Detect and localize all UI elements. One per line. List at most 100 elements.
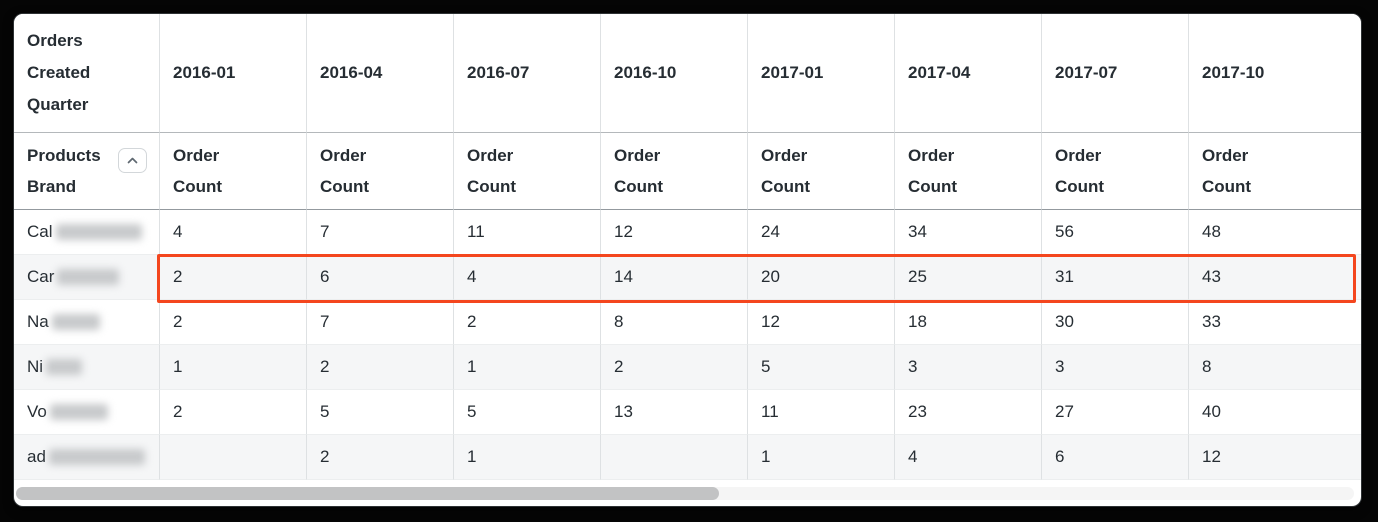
measure-header-label: Order Count bbox=[320, 146, 370, 196]
order-count-value: 11 bbox=[761, 402, 779, 421]
value-cell[interactable]: 12 bbox=[748, 300, 895, 345]
quarter-header-cell[interactable]: 2016-04 bbox=[307, 14, 454, 133]
value-cell[interactable]: 43 bbox=[1189, 255, 1361, 300]
quarter-header-cell[interactable]: 2016-01 bbox=[160, 14, 307, 133]
value-cell[interactable]: 3 bbox=[895, 345, 1042, 390]
value-cell[interactable]: 18 bbox=[895, 300, 1042, 345]
value-cell[interactable]: 3 bbox=[1042, 345, 1189, 390]
value-cell[interactable]: 40 bbox=[1189, 390, 1361, 435]
value-cell[interactable]: 6 bbox=[1042, 435, 1189, 480]
measure-header-cell[interactable]: Order Count bbox=[748, 133, 895, 210]
value-cell[interactable]: 27 bbox=[1042, 390, 1189, 435]
horizontal-scrollbar[interactable] bbox=[16, 487, 1354, 500]
value-cell[interactable]: 2 bbox=[307, 435, 454, 480]
order-count-value: 43 bbox=[1202, 267, 1221, 286]
order-count-value: 40 bbox=[1202, 402, 1221, 421]
brand-cell[interactable]: Cal bbox=[14, 210, 160, 255]
order-count-value: 12 bbox=[761, 312, 780, 331]
products-brand-header-cell[interactable]: Products Brand bbox=[14, 133, 160, 210]
value-cell[interactable]: 1 bbox=[454, 345, 601, 390]
value-cell[interactable]: 5 bbox=[748, 345, 895, 390]
brand-cell[interactable]: Car bbox=[14, 255, 160, 300]
measure-header-cell[interactable]: Order Count bbox=[1189, 133, 1361, 210]
order-count-value: 2 bbox=[320, 357, 330, 376]
brand-name-prefix: Cal bbox=[27, 222, 53, 241]
corner-header-cell[interactable]: Orders Created Quarter bbox=[14, 14, 160, 133]
order-count-value: 1 bbox=[467, 357, 477, 376]
quarter-header-cell[interactable]: 2017-10 bbox=[1189, 14, 1361, 133]
measure-header-label: Order Count bbox=[761, 146, 811, 196]
quarter-header-cell[interactable]: 2016-10 bbox=[601, 14, 748, 133]
quarter-header-cell[interactable]: 2017-07 bbox=[1042, 14, 1189, 133]
value-cell[interactable]: 25 bbox=[895, 255, 1042, 300]
value-cell[interactable] bbox=[601, 435, 748, 480]
value-cell[interactable]: 31 bbox=[1042, 255, 1189, 300]
brand-cell[interactable]: Ni bbox=[14, 345, 160, 390]
value-cell[interactable]: 8 bbox=[601, 300, 748, 345]
measure-header-cell[interactable]: Order Count bbox=[895, 133, 1042, 210]
value-cell[interactable] bbox=[160, 435, 307, 480]
value-cell[interactable]: 8 bbox=[1189, 345, 1361, 390]
value-cell[interactable]: 5 bbox=[307, 390, 454, 435]
redacted-text-blur bbox=[48, 449, 145, 465]
redacted-text-blur bbox=[49, 404, 108, 420]
scrollbar-thumb[interactable] bbox=[16, 487, 719, 500]
quarter-header-cell[interactable]: 2017-01 bbox=[748, 14, 895, 133]
brand-name-prefix: Ni bbox=[27, 357, 44, 376]
value-cell[interactable]: 2 bbox=[160, 390, 307, 435]
value-cell[interactable]: 48 bbox=[1189, 210, 1361, 255]
brand-cell[interactable]: Na bbox=[14, 300, 160, 345]
value-cell[interactable]: 2 bbox=[307, 345, 454, 390]
value-cell[interactable]: 7 bbox=[307, 210, 454, 255]
brand-cell[interactable]: ad bbox=[14, 435, 160, 480]
value-cell[interactable]: 24 bbox=[748, 210, 895, 255]
value-cell[interactable]: 33 bbox=[1189, 300, 1361, 345]
value-cell[interactable]: 5 bbox=[454, 390, 601, 435]
order-count-value: 5 bbox=[761, 357, 771, 376]
collapse-button[interactable] bbox=[118, 148, 147, 173]
corner-header-label: Orders Created Quarter bbox=[27, 31, 91, 114]
value-cell[interactable]: 30 bbox=[1042, 300, 1189, 345]
value-cell[interactable]: 13 bbox=[601, 390, 748, 435]
brand-cell[interactable]: Vo bbox=[14, 390, 160, 435]
order-count-value: 18 bbox=[908, 312, 927, 331]
value-cell[interactable]: 7 bbox=[307, 300, 454, 345]
value-cell[interactable]: 4 bbox=[454, 255, 601, 300]
value-cell[interactable]: 12 bbox=[601, 210, 748, 255]
value-cell[interactable]: 23 bbox=[895, 390, 1042, 435]
value-cell[interactable]: 11 bbox=[748, 390, 895, 435]
measure-header-cell[interactable]: Order Count bbox=[1042, 133, 1189, 210]
order-count-value: 27 bbox=[1055, 402, 1074, 421]
order-count-value: 2 bbox=[173, 312, 183, 331]
order-count-value: 7 bbox=[320, 312, 330, 331]
value-cell[interactable]: 4 bbox=[160, 210, 307, 255]
order-count-value: 7 bbox=[320, 222, 330, 241]
order-count-value: 2 bbox=[320, 447, 330, 466]
brand-name-prefix: Car bbox=[27, 267, 55, 286]
measure-header-cell[interactable]: Order Count bbox=[454, 133, 601, 210]
quarter-header-cell[interactable]: 2016-07 bbox=[454, 14, 601, 133]
value-cell[interactable]: 1 bbox=[160, 345, 307, 390]
value-cell[interactable]: 20 bbox=[748, 255, 895, 300]
value-cell[interactable]: 4 bbox=[895, 435, 1042, 480]
value-cell[interactable]: 14 bbox=[601, 255, 748, 300]
order-count-value: 8 bbox=[614, 312, 624, 331]
measure-header-cell[interactable]: Order Count bbox=[160, 133, 307, 210]
value-cell[interactable]: 11 bbox=[454, 210, 601, 255]
value-cell[interactable]: 2 bbox=[160, 255, 307, 300]
order-count-value: 2 bbox=[614, 357, 624, 376]
value-cell[interactable]: 56 bbox=[1042, 210, 1189, 255]
value-cell[interactable]: 12 bbox=[1189, 435, 1361, 480]
value-cell[interactable]: 1 bbox=[454, 435, 601, 480]
value-cell[interactable]: 1 bbox=[748, 435, 895, 480]
value-cell[interactable]: 2 bbox=[454, 300, 601, 345]
order-count-value: 6 bbox=[1055, 447, 1065, 466]
quarter-header-cell[interactable]: 2017-04 bbox=[895, 14, 1042, 133]
measure-header-cell[interactable]: Order Count bbox=[307, 133, 454, 210]
value-cell[interactable]: 2 bbox=[160, 300, 307, 345]
value-cell[interactable]: 34 bbox=[895, 210, 1042, 255]
value-cell[interactable]: 6 bbox=[307, 255, 454, 300]
value-cell[interactable]: 2 bbox=[601, 345, 748, 390]
redacted-text-blur bbox=[57, 269, 120, 285]
measure-header-cell[interactable]: Order Count bbox=[601, 133, 748, 210]
